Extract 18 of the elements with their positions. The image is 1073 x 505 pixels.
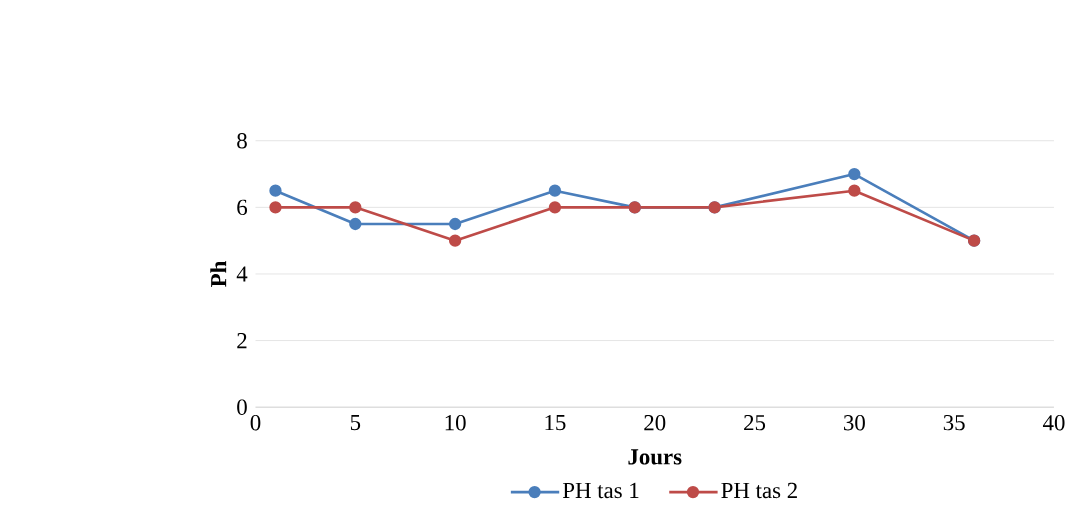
y-tick-label: 4 xyxy=(236,266,248,282)
x-tick-label: 15 xyxy=(545,415,566,431)
y-axis-title: Ph xyxy=(210,261,227,287)
x-tick-label: 35 xyxy=(943,415,965,431)
y-tick-label: 2 xyxy=(237,333,247,349)
x-tick-label: 40 xyxy=(1042,415,1065,431)
legend-label: PH tas 1 xyxy=(562,482,639,499)
y-tick-label: 0 xyxy=(237,399,247,415)
x-tick-label: 10 xyxy=(445,415,466,431)
x-axis-title: Jours xyxy=(628,449,682,465)
y-tick-label: 6 xyxy=(237,199,248,216)
legend-label: PH tas 2 xyxy=(721,482,797,499)
x-tick-label: 5 xyxy=(350,415,361,431)
x-tick-label: 20 xyxy=(644,415,666,431)
x-tick-label: 0 xyxy=(250,415,261,431)
y-tick-label: 8 xyxy=(237,133,247,149)
x-tick-label: 30 xyxy=(844,415,865,431)
x-tick-label: 25 xyxy=(744,415,766,431)
